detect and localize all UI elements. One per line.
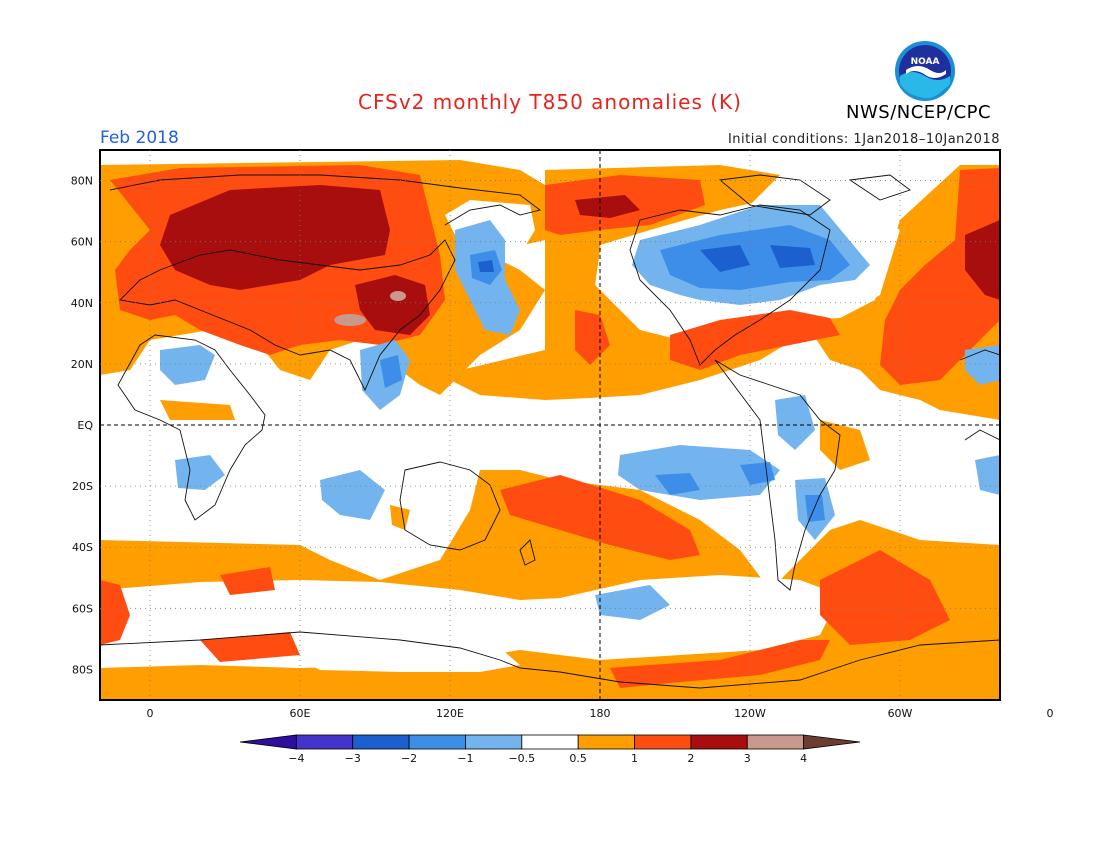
colorbar-tick-label: 0.5 bbox=[569, 752, 587, 765]
forecast-month: Feb 2018 bbox=[100, 128, 179, 148]
longitude-label: 0 bbox=[147, 707, 154, 720]
latitude-label: 60S bbox=[72, 602, 93, 615]
noaa-logo: NOAA bbox=[895, 41, 955, 101]
colorbar: −4 −3 −2 −1 −0.5 0.5 1 2 3 4 bbox=[239, 734, 861, 765]
colorbar-tick-label: 2 bbox=[687, 752, 694, 765]
colorbar-swatch bbox=[690, 734, 748, 750]
colorbar-tick-label: −0.5 bbox=[508, 752, 535, 765]
very-cool-regions bbox=[478, 245, 815, 272]
organization-label: NWS/NCEP/CPC bbox=[846, 102, 992, 123]
colorbar-swatch bbox=[352, 734, 410, 750]
colorbar-tick-label: 3 bbox=[744, 752, 751, 765]
longitude-label: 0 bbox=[1047, 707, 1054, 720]
colorbar-swatch bbox=[803, 734, 861, 750]
axis-labels: 80N 60N 40N 20N EQ 20S 40S 60S 80S 0 60E 120E 180 120… bbox=[71, 175, 1054, 720]
longitude-label: 120E bbox=[436, 707, 464, 720]
colorbar-swatch bbox=[465, 734, 523, 750]
colorbar-tick-label: −2 bbox=[401, 752, 417, 765]
coastlines bbox=[100, 174, 1000, 689]
graticule bbox=[100, 150, 1000, 700]
longitude-label: 60W bbox=[888, 707, 913, 720]
colorbar-tick-label: −3 bbox=[345, 752, 361, 765]
colorbar-tick-label: −1 bbox=[457, 752, 473, 765]
latitude-label: 80S bbox=[72, 663, 93, 676]
latitude-label: 20S bbox=[72, 480, 93, 493]
longitude-label: 60E bbox=[290, 707, 311, 720]
colorbar-swatch bbox=[577, 734, 635, 750]
latitude-label: 40S bbox=[72, 541, 93, 554]
colorbar-swatch bbox=[746, 734, 805, 750]
extreme-warm-spots bbox=[334, 291, 406, 326]
latitude-label: EQ bbox=[77, 419, 93, 432]
chart-title: CFSv2 monthly T850 anomalies (K) bbox=[358, 90, 742, 114]
colorbar-swatch bbox=[634, 734, 692, 750]
longitude-label: 120W bbox=[734, 707, 766, 720]
very-warm-regions bbox=[160, 185, 1000, 335]
colorbar-tick-label: 4 bbox=[800, 752, 807, 765]
latitude-label: 80N bbox=[71, 175, 93, 188]
colorbar-tick-label: −4 bbox=[288, 752, 304, 765]
latitude-label: 40N bbox=[71, 297, 93, 310]
colorbar-swatch bbox=[295, 734, 354, 750]
colorbar-swatch bbox=[521, 734, 579, 750]
colorbar-swatch bbox=[239, 734, 297, 750]
colorbar-swatch bbox=[408, 734, 466, 750]
latitude-label: 60N bbox=[71, 236, 93, 249]
initial-conditions: Initial conditions: 1Jan2018–10Jan2018 bbox=[727, 132, 1000, 147]
latitude-label: 20N bbox=[71, 358, 93, 371]
logo-text: NOAA bbox=[911, 57, 940, 67]
colorbar-tick-label: 1 bbox=[631, 752, 638, 765]
longitude-label: 180 bbox=[590, 707, 611, 720]
